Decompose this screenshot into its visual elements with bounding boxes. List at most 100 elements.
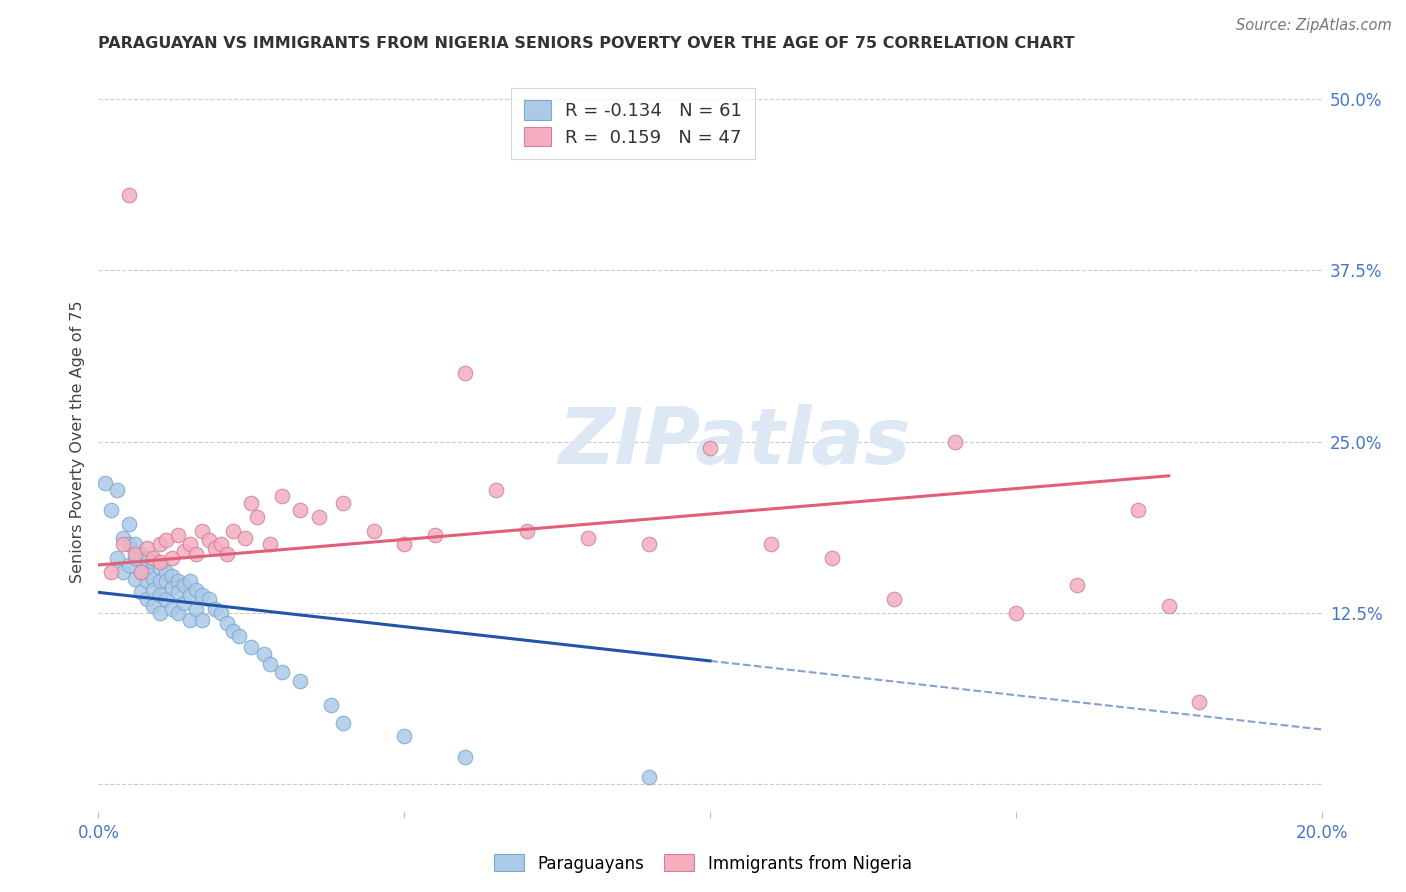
Point (246, 510, 269, 524)
Point (821, 551, 844, 566)
Point (290, 503, 312, 517)
Point (319, 698, 342, 712)
Point (240, 640, 263, 655)
Point (259, 657, 281, 671)
Point (186, 582, 208, 597)
Point (1004, 606, 1026, 620)
Point (290, 674, 312, 689)
Point (136, 560, 159, 574)
Point (167, 585, 190, 599)
Point (100, 503, 122, 517)
Point (240, 496, 263, 510)
Point (1188, 695, 1211, 709)
Point (129, 585, 152, 599)
Point (155, 533, 177, 548)
Point (149, 606, 172, 620)
Point (160, 602, 183, 616)
Point (155, 574, 177, 589)
Point (454, 750, 477, 764)
Point (186, 547, 208, 561)
Point (186, 602, 208, 616)
Point (173, 544, 195, 558)
Point (699, 442, 721, 456)
Point (142, 555, 165, 569)
Point (136, 574, 159, 589)
Point (124, 547, 146, 561)
Point (392, 537, 416, 551)
Point (270, 665, 292, 679)
Point (160, 551, 183, 566)
Point (209, 537, 232, 551)
Point (160, 581, 183, 595)
Point (149, 537, 172, 551)
Point (332, 715, 354, 730)
Point (215, 615, 238, 630)
Point (222, 624, 245, 638)
Point (191, 613, 214, 627)
Point (124, 572, 146, 586)
Y-axis label: Seniors Poverty Over the Age of 75: Seniors Poverty Over the Age of 75 (69, 301, 84, 582)
Point (423, 528, 446, 542)
Point (637, 771, 661, 785)
Point (392, 729, 416, 743)
Point (129, 547, 152, 561)
Point (1157, 599, 1180, 613)
Point (105, 551, 128, 566)
Text: ZIPatlas: ZIPatlas (558, 403, 911, 480)
Point (179, 613, 201, 627)
Point (136, 541, 159, 556)
Point (167, 606, 190, 620)
Point (124, 537, 146, 551)
Point (93, 475, 115, 490)
Point (155, 565, 177, 579)
Point (118, 516, 141, 531)
Point (204, 541, 226, 556)
Point (111, 537, 134, 551)
Point (142, 572, 165, 586)
Point (259, 537, 281, 551)
Point (155, 592, 177, 607)
Point (111, 565, 134, 579)
Point (233, 531, 256, 545)
Point (100, 565, 122, 579)
Point (252, 647, 274, 661)
Point (173, 596, 195, 610)
Point (118, 187, 141, 202)
Legend: R = -0.134   N = 61, R =  0.159   N = 47: R = -0.134 N = 61, R = 0.159 N = 47 (512, 87, 755, 159)
Point (215, 547, 238, 561)
Point (883, 592, 905, 607)
Point (160, 569, 183, 583)
Point (129, 565, 152, 579)
Point (943, 434, 966, 449)
Point (149, 555, 172, 569)
Point (149, 588, 172, 602)
Point (637, 537, 661, 551)
Point (173, 578, 195, 592)
Point (118, 537, 141, 551)
Legend: Paraguayans, Immigrants from Nigeria: Paraguayans, Immigrants from Nigeria (488, 847, 918, 880)
Text: Source: ZipAtlas.com: Source: ZipAtlas.com (1236, 18, 1392, 33)
Point (332, 496, 354, 510)
Point (167, 528, 190, 542)
Point (228, 629, 250, 643)
Point (197, 592, 219, 607)
Point (167, 574, 190, 589)
Point (222, 524, 245, 538)
Point (759, 537, 782, 551)
Point (142, 599, 165, 613)
Point (204, 602, 226, 616)
Point (454, 366, 477, 380)
Point (142, 582, 165, 597)
Point (485, 483, 508, 497)
Point (149, 560, 172, 574)
Point (191, 524, 214, 538)
Point (197, 533, 219, 548)
Point (308, 510, 330, 524)
Point (1128, 503, 1150, 517)
Point (142, 551, 165, 566)
Point (179, 574, 201, 589)
Point (136, 551, 159, 566)
Point (136, 592, 159, 607)
Point (105, 483, 128, 497)
Point (129, 565, 152, 579)
